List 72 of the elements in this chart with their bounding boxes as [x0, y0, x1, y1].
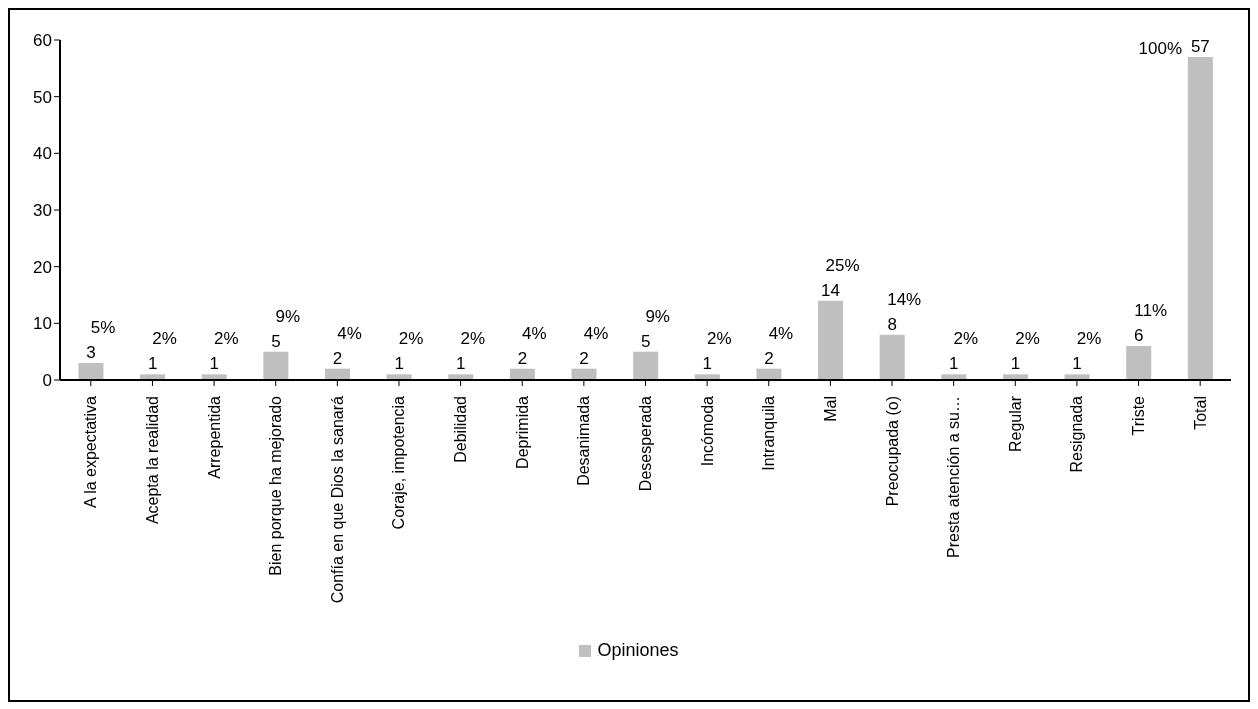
bar: [879, 334, 905, 380]
y-tick-label: 10: [33, 314, 52, 334]
x-tick-label: Arrepentida: [205, 395, 223, 479]
annotation: 9%: [645, 306, 670, 326]
data-label: 2: [764, 348, 774, 368]
annotation: 4%: [522, 323, 547, 343]
x-tick-label: Preocupada (o): [883, 396, 901, 507]
data-label: 1: [147, 354, 158, 374]
annotation: 4%: [768, 323, 794, 343]
bar: [818, 300, 844, 380]
data-label: 57: [1190, 37, 1210, 56]
data-label: 2: [517, 348, 528, 368]
x-tick-label: Bien porque ha mejorado: [267, 395, 285, 576]
data-label: 1: [456, 354, 466, 374]
annotation: 2%: [398, 329, 424, 349]
data-label: 1: [702, 354, 713, 374]
x-tick-label: Desanimada: [575, 395, 593, 486]
data-label: 1: [1072, 354, 1082, 374]
y-tick-label: 60: [33, 31, 52, 51]
x-tick-label: Intranquila: [760, 395, 778, 471]
data-label: 8: [887, 314, 897, 334]
legend-label: Opiniones: [596, 640, 679, 661]
x-tick-label: Incómoda: [698, 395, 716, 467]
x-tick-label: A la expectativa: [82, 395, 100, 509]
bar: [1126, 346, 1152, 380]
annotation: 4%: [583, 323, 609, 343]
x-tick-label: Presta atención a su…: [945, 396, 963, 558]
bar: [263, 351, 289, 380]
y-tick-label: 30: [33, 201, 52, 221]
y-tick-label: 40: [33, 144, 52, 164]
x-tick-label: Acepta la realidad: [143, 396, 161, 525]
data-label: 2: [332, 348, 343, 368]
bar: [633, 351, 659, 380]
annotation: 2%: [707, 329, 732, 349]
x-tick-label: Mal: [821, 396, 839, 422]
annotation: 2%: [152, 329, 177, 349]
x-tick-label: Triste: [1130, 395, 1148, 436]
bar: [1187, 57, 1213, 380]
data-label: 3: [86, 343, 96, 362]
annotation: 2%: [1015, 329, 1040, 349]
annotation: 2%: [953, 329, 979, 349]
x-tick-label: Confía en que Dios la sanará: [328, 395, 346, 604]
data-label: 5: [640, 331, 651, 351]
bar: [78, 363, 104, 380]
annotation: 5%: [90, 318, 116, 337]
x-tick-label: Coraje, impotencia: [390, 395, 408, 530]
x-tick-label: Deprimida: [513, 395, 531, 469]
annotation: 11%: [1134, 301, 1168, 320]
y-tick-label: 20: [33, 257, 52, 277]
annotation: 2%: [213, 329, 239, 349]
annotation: 25%: [825, 255, 860, 275]
annotation: 14%: [887, 289, 922, 309]
x-tick-label: Total: [1191, 396, 1209, 430]
annotation: 100%: [1138, 39, 1183, 58]
annotation: 2%: [1076, 329, 1102, 349]
data-label: 1: [394, 354, 404, 374]
data-label: 2: [579, 348, 589, 368]
x-tick-label: Desesperada: [637, 395, 654, 492]
data-label: 1: [1010, 354, 1021, 374]
annotation: 4%: [337, 323, 362, 343]
data-label: 14: [821, 280, 841, 300]
y-tick-label: 0: [42, 371, 52, 391]
x-tick-label: Debilidad: [452, 396, 470, 463]
y-tick-label: 50: [33, 87, 52, 107]
data-label: 6: [1133, 326, 1144, 345]
x-tick-label: Regular: [1006, 395, 1024, 453]
data-label: 1: [209, 354, 219, 374]
x-tick-label: Resignada: [1068, 395, 1086, 473]
data-label: 5: [271, 331, 281, 351]
annotation: 9%: [275, 306, 301, 326]
annotation: 2%: [460, 329, 486, 349]
data-label: 1: [949, 354, 959, 374]
